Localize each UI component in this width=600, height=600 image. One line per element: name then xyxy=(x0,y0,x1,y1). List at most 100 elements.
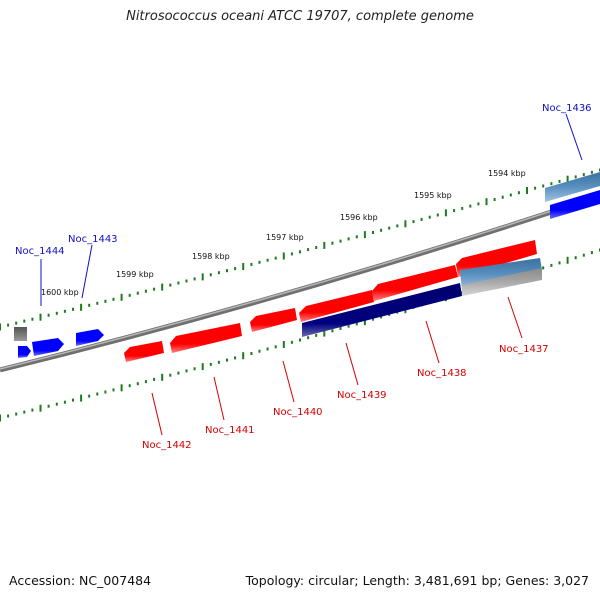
inner-scale-tick xyxy=(590,251,593,255)
inner-scale-tick xyxy=(72,398,74,402)
outer-scale-tick xyxy=(177,281,180,285)
inner-scale-tick xyxy=(63,400,66,404)
inner-scale-tick xyxy=(226,358,228,362)
gene-label-noc-1438: Noc_1438 xyxy=(417,368,467,379)
inner-scale-tick xyxy=(120,384,123,392)
gene-noc-1441[interactable] xyxy=(170,323,242,353)
inner-scale-tick xyxy=(161,373,164,381)
outer-scale-tick xyxy=(7,323,10,327)
inner-scale-tick xyxy=(96,392,99,396)
accession-text: Accession: NC_007484 xyxy=(9,573,152,588)
inner-scale-tick xyxy=(217,360,220,364)
outer-scale-tick xyxy=(339,239,342,243)
inner-scale-tick xyxy=(169,373,172,377)
inner-scale-tick xyxy=(88,394,91,398)
label-leaders xyxy=(40,113,583,436)
inner-scale-tick xyxy=(144,380,147,384)
gene-label-noc-1439: Noc_1439 xyxy=(337,390,387,401)
inner-scale-tick xyxy=(242,352,245,360)
inner-scale-tick xyxy=(372,317,374,321)
outer-scale-tick xyxy=(436,213,439,217)
inner-scale-tick xyxy=(250,352,253,355)
inner-scale-tick xyxy=(177,371,180,375)
inner-scale-tick xyxy=(574,256,577,260)
gene-noc-1438[interactable] xyxy=(372,265,458,301)
inner-scale-tick xyxy=(380,315,383,319)
gene-label-noc-1436: Noc_1436 xyxy=(542,103,592,114)
outer-scale-tick xyxy=(23,319,26,323)
outer-scale-tick xyxy=(388,226,391,230)
outer-scale-tick xyxy=(169,283,172,287)
gene-noc-1442[interactable] xyxy=(124,341,164,362)
outer-scale-tick xyxy=(299,250,301,254)
gene-noc-1437-inner-b[interactable] xyxy=(462,268,542,296)
gene-noc-1443a[interactable] xyxy=(32,338,64,356)
outer-scale-tick xyxy=(331,241,334,245)
gene-noc-1438-inner[interactable] xyxy=(302,283,462,337)
gene-labels: Noc_1436 Noc_1437 Noc_1438 Noc_1439 Noc_… xyxy=(15,103,592,451)
gene-label-noc-1437: Noc_1437 xyxy=(499,344,549,355)
inner-scale-tick xyxy=(201,363,204,371)
gene-label-noc-1443: Noc_1443 xyxy=(68,234,118,245)
outer-scale-tick xyxy=(201,273,204,281)
gene-noc-1440[interactable] xyxy=(250,308,297,332)
kbp-label-1596: 1596 kbp xyxy=(340,213,378,222)
inner-scale-tick xyxy=(104,390,107,394)
gene-noc-1443[interactable] xyxy=(76,329,104,346)
outer-scale-tick xyxy=(226,269,228,273)
outer-scale-tick xyxy=(0,323,1,331)
inner-scale-tick xyxy=(331,329,334,333)
inner-scale-tick xyxy=(7,414,10,418)
outer-scale-tick xyxy=(47,313,50,317)
scale-ticks xyxy=(0,168,600,422)
outer-scale-tick xyxy=(144,289,147,293)
gene-label-noc-1444: Noc_1444 xyxy=(15,246,65,257)
outer-scale-tick xyxy=(509,193,512,197)
outer-scale-tick xyxy=(501,195,504,199)
outer-scale-tick xyxy=(217,271,220,275)
outer-scale-tick xyxy=(104,299,107,303)
inner-scale-tick xyxy=(128,384,131,388)
outer-scale-tick xyxy=(209,273,212,277)
outer-scale-tick xyxy=(558,179,561,183)
outer-scale-tick xyxy=(347,237,350,241)
outer-scale-tick xyxy=(517,191,520,195)
outer-scale-tick xyxy=(574,175,577,179)
outer-scale-tick xyxy=(420,217,423,221)
inner-scale-tick xyxy=(39,404,42,412)
outer-scale-tick xyxy=(534,186,537,190)
kbp-label-1600: 1600 kbp xyxy=(41,288,79,297)
outer-scale-tick xyxy=(234,267,237,271)
outer-scale-tick xyxy=(274,256,277,260)
outer-scale-tick xyxy=(582,173,585,177)
outer-scale-tick xyxy=(250,262,253,266)
inner-scale-tick xyxy=(31,408,34,412)
outer-scale-tick xyxy=(315,246,318,249)
gene-noc-1436b[interactable] xyxy=(550,190,600,219)
gene-noc-1436[interactable] xyxy=(545,172,600,202)
inner-scale-tick xyxy=(299,338,301,342)
outer-scale-tick xyxy=(477,202,480,206)
gene-noc-1439[interactable] xyxy=(299,290,374,322)
inner-scale-tick xyxy=(323,329,326,337)
outer-scale-tick xyxy=(266,258,269,262)
genome-summary-text: Topology: circular; Length: 3,481,691 bp… xyxy=(245,573,589,588)
inner-scale-tick xyxy=(80,394,83,402)
outer-scale-tick xyxy=(590,170,593,174)
inner-scale-tick xyxy=(193,367,196,371)
gene-noc-1444[interactable] xyxy=(14,327,27,341)
outer-scale-tick xyxy=(31,317,34,321)
gene-noc-1444b[interactable] xyxy=(18,346,31,358)
gene-label-noc-1441: Noc_1441 xyxy=(205,425,255,436)
outer-scale-tick xyxy=(380,228,383,232)
outer-scale-tick xyxy=(542,184,545,188)
outer-scale-tick xyxy=(120,293,123,301)
outer-scale-tick xyxy=(566,175,569,183)
outer-scale-tick xyxy=(485,198,488,206)
outer-scale-tick xyxy=(550,182,553,186)
outer-scale-tick xyxy=(63,309,66,313)
inner-scale-tick xyxy=(558,261,561,265)
kbp-label-1595: 1595 kbp xyxy=(414,191,452,200)
inner-scale-tick xyxy=(47,404,50,408)
outer-scale-tick xyxy=(307,248,310,252)
